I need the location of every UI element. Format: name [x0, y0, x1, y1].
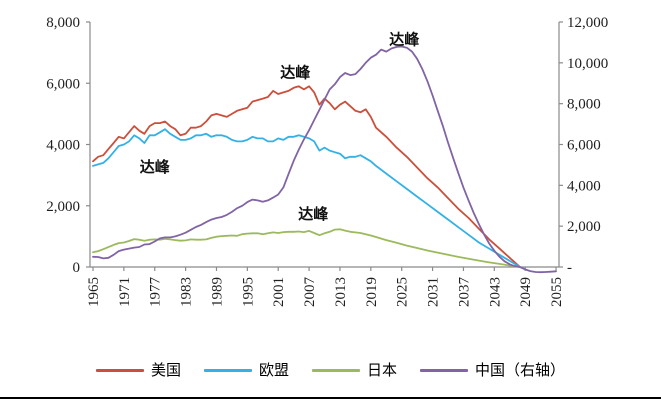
chart-legend: 美国 欧盟 日本 中国（右轴）: [0, 355, 661, 385]
legend-item-japan: 日本: [312, 363, 397, 378]
series-line-china: [92, 45, 557, 274]
x-axis-tick-label: 2055: [549, 277, 565, 307]
legend-line-swatch-usa: [95, 368, 144, 372]
x-axis-tick-label: 2037: [456, 277, 472, 308]
peak-annotation-日本: 达峰: [298, 205, 329, 223]
y-axis-left-tick-label: 6,000: [46, 76, 80, 92]
legend-line-swatch-eu: [203, 368, 252, 372]
x-axis-tick-label: 1983: [179, 277, 195, 307]
legend-label-eu: 欧盟: [258, 361, 289, 379]
x-axis-tick-label: 2031: [426, 277, 442, 307]
legend-item-eu: 欧盟: [203, 361, 289, 379]
x-axis-tick-label: 2043: [487, 277, 503, 307]
y-axis-right-tick-label: 10,000: [567, 56, 608, 72]
y-axis-right-tick-label: 4,000: [567, 178, 601, 194]
x-axis-tick-label: 2049: [518, 277, 534, 307]
y-axis-right-tick-label: 6,000: [567, 138, 601, 154]
y-axis-right-tick-label: 8,000: [567, 97, 601, 113]
legend-item-usa: 美国: [95, 361, 181, 379]
series-line-eu: [92, 128, 521, 268]
bottom-border-line: [0, 397, 661, 399]
y-axis-right-tick-label: 2,000: [567, 219, 601, 235]
legend-line-swatch-china: [420, 368, 469, 372]
legend-line-swatch-japan: [312, 368, 360, 372]
legend-label-china: 中国（右轴）: [475, 361, 566, 379]
emissions-line-chart: 8,000 6,000 4,000 2,000 0 12,000 10,000 8,000 6,…: [46, 15, 608, 308]
y-axis-left-tick-label: 4,000: [46, 138, 80, 154]
x-axis-tick-label: 2013: [333, 277, 349, 307]
y-axis-left-tick-label: 2,000: [46, 199, 80, 215]
legend-label-usa: 美国: [150, 361, 181, 379]
peak-annotation-中国: 达峰: [389, 30, 420, 48]
x-axis-tick-label: 2001: [271, 277, 287, 307]
y-axis-right-tick-label: -: [567, 260, 572, 276]
y-axis-left-tick-label: 8,000: [46, 15, 80, 31]
series-line-usa: [92, 85, 521, 268]
x-axis-tick-label: 2007: [302, 277, 318, 308]
series-line-japan: [92, 228, 521, 268]
peak-annotation-欧盟: 达峰: [140, 158, 171, 176]
x-axis-tick-label: 2019: [364, 277, 380, 307]
x-axis-tick-label: 1971: [117, 277, 133, 307]
x-axis-tick-label: 1965: [86, 277, 102, 307]
x-axis-tick-label: 2025: [395, 277, 411, 307]
x-axis-tick-label: 1995: [240, 277, 256, 307]
legend-label-japan: 日本: [367, 361, 398, 379]
peak-annotation-美国: 达峰: [280, 64, 311, 82]
y-axis-right-tick-label: 12,000: [567, 15, 608, 31]
legend-item-china: 中国（右轴）: [420, 363, 565, 378]
x-axis-tick-label: 1989: [209, 277, 225, 307]
y-axis-left-tick-label: 0: [73, 260, 81, 276]
x-axis-tick-label: 1977: [148, 277, 164, 308]
